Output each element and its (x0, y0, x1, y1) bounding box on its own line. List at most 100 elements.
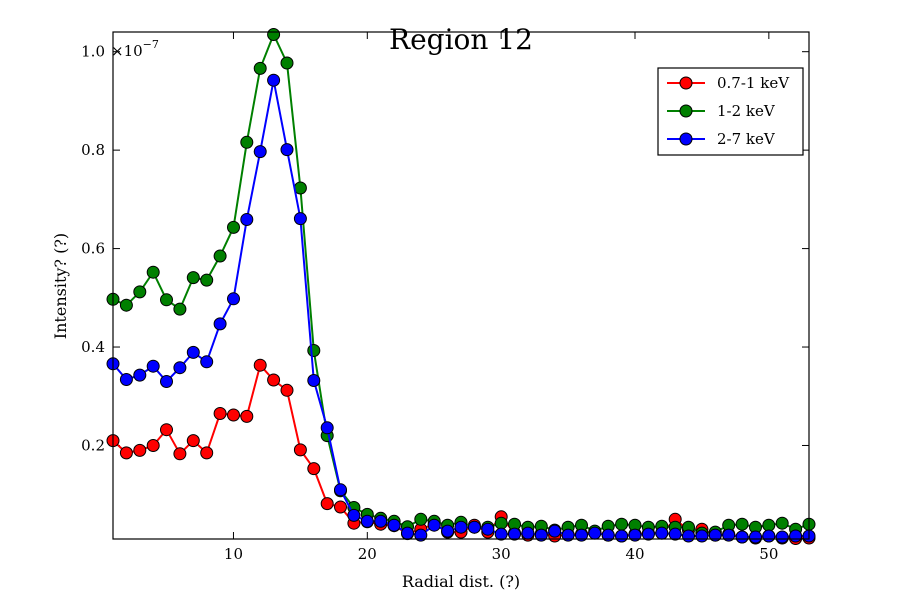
y-tick-label: 0.6 (81, 240, 105, 258)
data-point (186, 271, 200, 285)
data-point (521, 526, 535, 540)
data-point (119, 373, 133, 386)
data-point (227, 408, 240, 422)
data-point (160, 293, 173, 307)
data-point (655, 526, 669, 540)
data-point (186, 345, 200, 359)
chart-title: Region 12 (389, 23, 533, 56)
x-tick-label: 20 (358, 545, 377, 563)
data-point (628, 528, 642, 542)
data-point (227, 220, 240, 234)
legend: 0.7-1 keV 1-2 keV 2-7 keV (657, 67, 804, 156)
data-point (789, 529, 803, 543)
y-tick-label: 0.2 (81, 436, 105, 454)
data-point (387, 518, 401, 532)
data-point (360, 514, 374, 528)
data-point (160, 423, 173, 437)
data-point (682, 529, 695, 543)
x-tick-label: 50 (759, 545, 778, 563)
data-point (146, 359, 160, 373)
legend-marker (679, 76, 693, 90)
data-point (494, 516, 508, 530)
data-point (213, 249, 227, 263)
data-point (160, 375, 173, 388)
y-tick-label: 0.8 (81, 141, 105, 159)
data-point (588, 526, 602, 540)
data-point (133, 285, 147, 299)
data-point (293, 443, 307, 457)
y-axis-multiplier: ×10−7 (111, 38, 159, 60)
data-point (280, 56, 294, 70)
data-point (494, 527, 508, 541)
data-point (548, 524, 562, 538)
data-point (227, 292, 240, 306)
data-point (749, 530, 762, 544)
data-point (467, 520, 481, 534)
x-axis-label: Radial dist. (?) (402, 572, 520, 591)
data-point (454, 520, 468, 534)
data-point (133, 368, 147, 382)
data-point (601, 528, 615, 542)
data-point (481, 522, 495, 536)
data-point (534, 528, 548, 542)
data-point (695, 529, 709, 543)
y-axis-multiplier-exponent: −7 (143, 38, 159, 51)
data-point (762, 529, 776, 543)
data-point (267, 28, 281, 41)
data-point (119, 446, 133, 460)
data-point (641, 527, 655, 541)
data-point (173, 447, 187, 461)
y-tick-label: 0.4 (81, 338, 105, 356)
data-point (414, 512, 428, 526)
data-point (200, 446, 214, 460)
x-tick-label: 40 (625, 545, 644, 563)
data-point (200, 273, 214, 287)
data-point (146, 265, 160, 279)
data-point (334, 483, 347, 497)
data-point (253, 145, 267, 159)
y-axis-multiplier-base: ×10 (111, 42, 143, 60)
data-point (575, 528, 588, 542)
data-point (668, 527, 682, 541)
data-point (334, 500, 347, 514)
data-point (722, 528, 736, 542)
legend-label: 0.7-1 keV (717, 74, 790, 92)
data-point (293, 212, 307, 226)
data-point (253, 61, 267, 75)
x-tick-label: 30 (492, 545, 511, 563)
data-point (240, 213, 254, 226)
data-point (133, 443, 147, 457)
y-tick-label: 1.0 (81, 43, 105, 61)
data-point (173, 302, 187, 316)
data-point (307, 462, 321, 476)
data-point (213, 407, 227, 420)
data-point (615, 529, 629, 543)
data-point (253, 358, 267, 372)
data-point (561, 528, 575, 542)
data-point (307, 374, 321, 387)
data-point (267, 73, 281, 87)
data-point (441, 524, 455, 538)
data-point (735, 517, 749, 531)
data-point (775, 530, 789, 544)
series-2 (106, 73, 816, 544)
x-tick-label: 10 (224, 545, 243, 563)
data-point (427, 518, 441, 532)
legend-label: 2-7 keV (717, 130, 776, 148)
data-point (735, 530, 749, 544)
data-point (508, 527, 521, 541)
data-point (615, 517, 629, 531)
legend-marker (679, 132, 693, 146)
data-point (320, 497, 334, 511)
data-point (267, 373, 281, 387)
axis-ticks: 10 20 30 40 50 0.2 0.4 0.6 0.8 1.0 (81, 32, 809, 563)
data-point (401, 526, 414, 540)
data-point (119, 298, 133, 312)
data-point (186, 434, 200, 448)
data-point (347, 508, 361, 522)
data-point (280, 143, 294, 157)
legend-marker (679, 104, 693, 118)
data-point (280, 383, 294, 397)
